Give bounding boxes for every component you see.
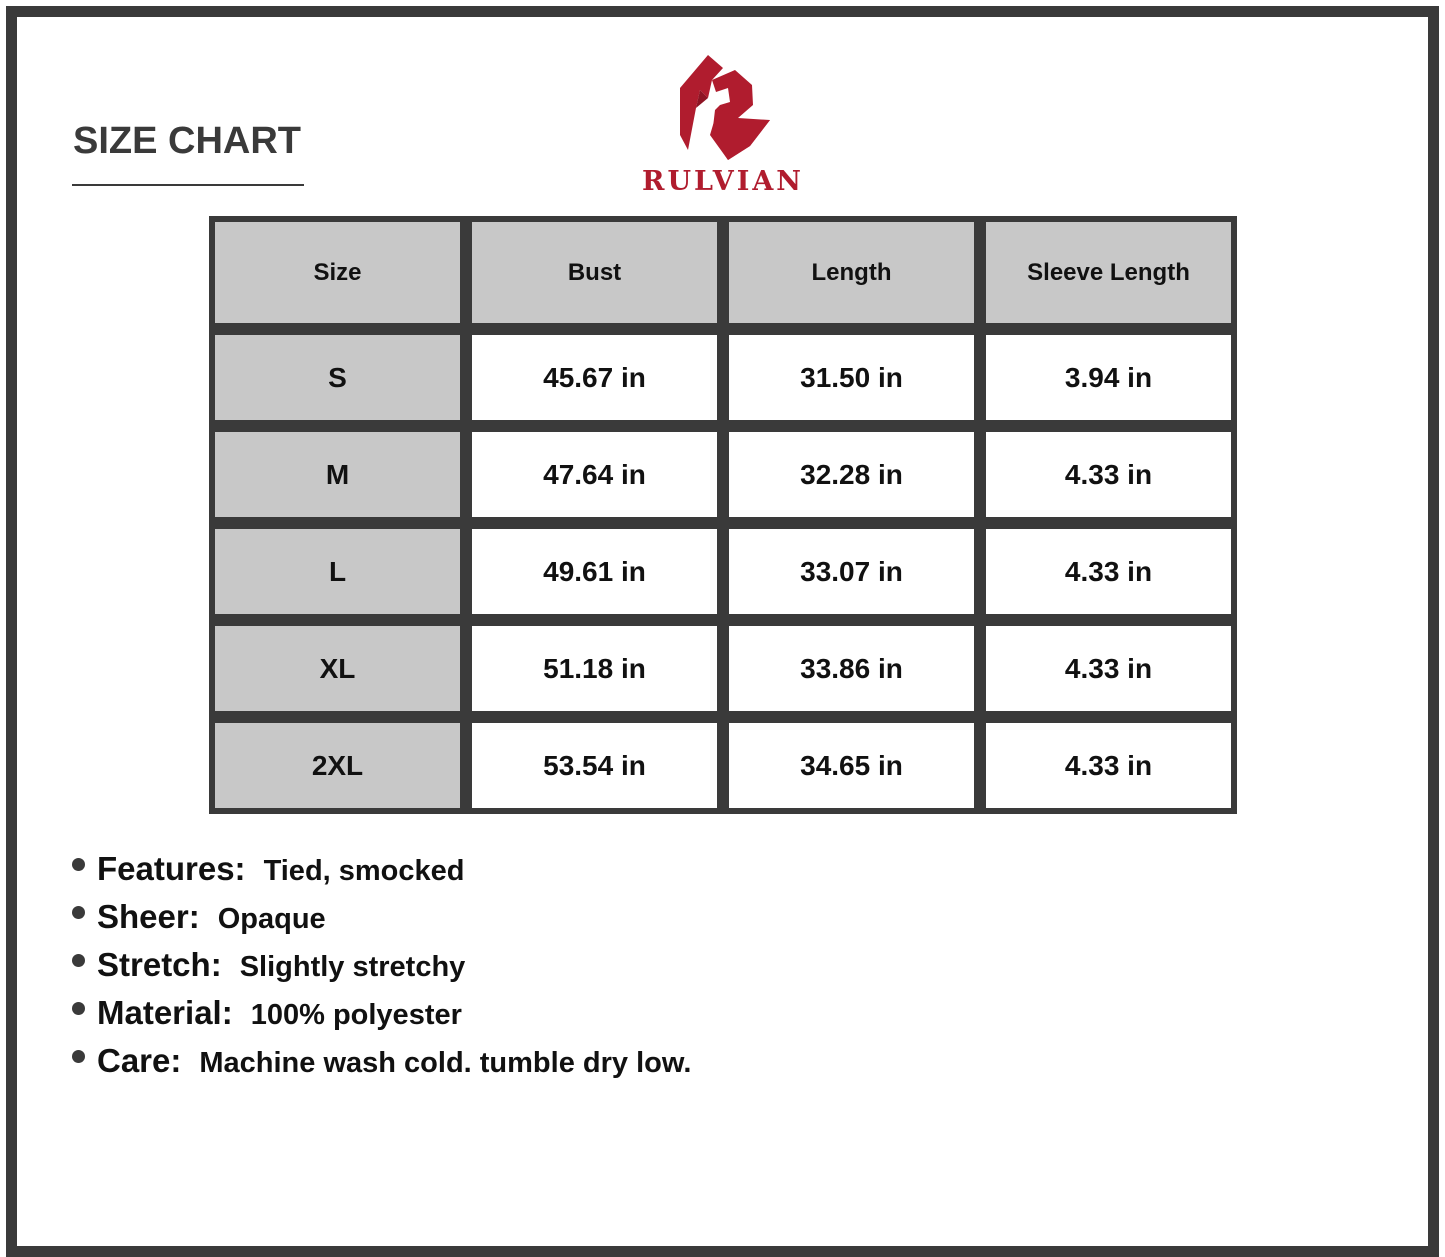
column-header: Sleeve Length — [986, 222, 1231, 323]
spec-value: 100% polyester — [250, 999, 462, 1031]
measurement-cell: 34.65 in — [729, 723, 974, 808]
spec-label: Care: — [97, 1042, 182, 1079]
measurement-cell: 31.50 in — [729, 335, 974, 420]
bullet-icon — [72, 1050, 85, 1063]
spec-item: Sheer: Opaque — [72, 898, 691, 946]
size-cell: S — [215, 335, 460, 420]
bullet-icon — [72, 954, 85, 967]
page-title: SIZE CHART — [73, 120, 301, 162]
spec-item: Stretch: Slightly stretchy — [72, 946, 691, 994]
size-cell: XL — [215, 626, 460, 711]
measurement-cell: 3.94 in — [986, 335, 1231, 420]
size-cell: L — [215, 529, 460, 614]
bullet-icon — [72, 1002, 85, 1015]
spec-label: Sheer: — [97, 898, 200, 935]
spec-value: Slightly stretchy — [239, 951, 466, 983]
measurement-cell: 47.64 in — [472, 432, 717, 517]
measurement-cell: 33.86 in — [729, 626, 974, 711]
spec-item: Care: Machine wash cold. tumble dry low. — [72, 1042, 691, 1090]
measurement-cell: 4.33 in — [986, 626, 1231, 711]
column-header: Bust — [472, 222, 717, 323]
bullet-icon — [72, 858, 85, 871]
measurement-cell: 51.18 in — [472, 626, 717, 711]
measurement-cell: 49.61 in — [472, 529, 717, 614]
measurement-cell: 32.28 in — [729, 432, 974, 517]
spec-label: Features: — [97, 850, 246, 887]
spec-value: Tied, smocked — [263, 855, 465, 887]
measurement-cell: 45.67 in — [472, 335, 717, 420]
measurement-cell: 4.33 in — [986, 723, 1231, 808]
size-cell: M — [215, 432, 460, 517]
spec-value: Machine wash cold. tumble dry low. — [199, 1047, 692, 1079]
spec-label: Material: — [97, 994, 233, 1031]
column-header: Length — [729, 222, 974, 323]
spec-item: Material: 100% polyester — [72, 994, 691, 1042]
spec-label: Stretch: — [97, 946, 222, 983]
bullet-icon — [72, 906, 85, 919]
spec-item: Features: Tied, smocked — [72, 850, 691, 898]
spec-list: Features: Tied, smocked Sheer: Opaque Stretc… — [72, 850, 691, 1090]
size-table: Size Bust Length Sleeve Length S 45.67 in 31.5… — [209, 216, 1237, 814]
spec-value: Opaque — [217, 903, 326, 935]
measurement-cell: 33.07 in — [729, 529, 974, 614]
brand-name: RULVIAN — [642, 166, 804, 197]
size-cell: 2XL — [215, 723, 460, 808]
column-header: Size — [215, 222, 460, 323]
measurement-cell: 53.54 in — [472, 723, 717, 808]
title-underline — [72, 184, 304, 186]
measurement-cell: 4.33 in — [986, 529, 1231, 614]
measurement-cell: 4.33 in — [986, 432, 1231, 517]
brand-logo — [680, 55, 770, 160]
